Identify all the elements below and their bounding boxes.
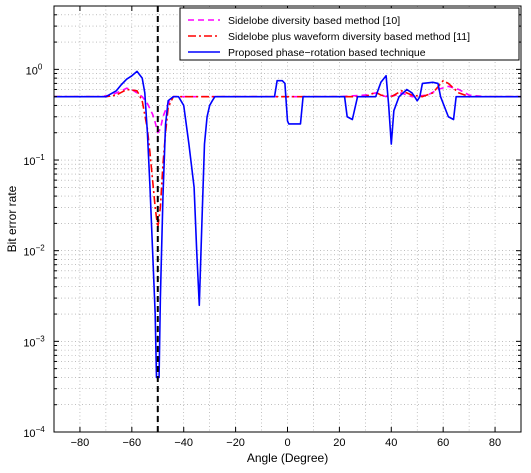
- legend-box: [179, 7, 520, 61]
- y-tick-label: 10−2: [23, 244, 45, 259]
- legend-label: Proposed phase−rotation based technique: [228, 47, 426, 59]
- legend-label: Sidelobe plus waveform diversity based m…: [228, 31, 470, 43]
- x-tick-label: −80: [71, 437, 90, 449]
- series-lines: [54, 70, 521, 379]
- y-tick-label: 10−3: [23, 334, 45, 349]
- ticks: −80 −60 −40 −20 0 20 40 60 80 10−4 10−3 10−2 10−1 100: [23, 5, 521, 449]
- x-tick-label: −60: [122, 437, 141, 449]
- legend: Sidelobe diversity based method [10] Side…: [179, 7, 520, 61]
- series-line-3: [54, 70, 521, 379]
- series-line-2: [54, 79, 521, 229]
- y-tick-label: 10−1: [23, 153, 45, 168]
- grid: [54, 6, 521, 432]
- x-tick-label: −40: [174, 437, 193, 449]
- x-tick-label: 60: [437, 437, 449, 449]
- x-tick-label: −20: [226, 437, 245, 449]
- y-tick-label: 10−4: [23, 425, 45, 440]
- x-tick-label: 0: [284, 437, 290, 449]
- x-axis-label: Angle (Degree): [247, 451, 328, 465]
- legend-label: Sidelobe diversity based method [10]: [228, 15, 400, 27]
- y-axis-label: Bit error rate: [5, 185, 19, 252]
- y-tick-label: 100: [26, 62, 43, 77]
- x-tick-label: 40: [385, 437, 397, 449]
- x-tick-label: 80: [489, 437, 501, 449]
- x-tick-label: 20: [333, 437, 345, 449]
